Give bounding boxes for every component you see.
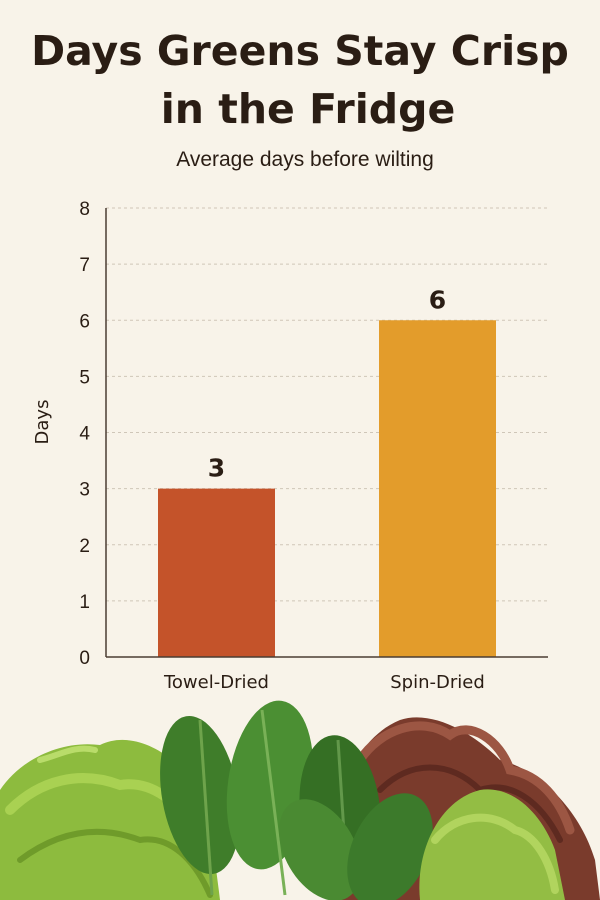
y-tick-label-8: 8 — [79, 199, 90, 220]
bar-spin-dried — [379, 320, 496, 657]
y-tick-label-6: 6 — [79, 311, 90, 332]
green-leaf-lettuce-right-icon — [419, 789, 565, 900]
y-tick-label-0: 0 — [79, 648, 90, 669]
y-tick-label-5: 5 — [79, 367, 90, 388]
data-label-spin-dried: 6 — [429, 285, 446, 314]
chart-title-line-1: Days Greens Stay Crisp — [31, 27, 569, 75]
y-tick-label-4: 4 — [79, 424, 90, 445]
bar-chart: Days Greens Stay Crisp in the Fridge Ave… — [31, 27, 569, 693]
category-label-spin-dried: Spin-Dried — [390, 672, 485, 693]
y-tick-label-1: 1 — [79, 592, 90, 613]
bars: 36 — [158, 285, 496, 657]
y-axis-ticks: 0 1 2 3 4 5 6 7 8 — [79, 199, 90, 669]
fresh-lettuce-and-spinach-icon — [0, 700, 600, 900]
y-tick-label-3: 3 — [79, 480, 90, 501]
data-label-towel-dried: 3 — [208, 454, 225, 483]
y-tick-label-2: 2 — [79, 536, 90, 557]
chart-title-line-2: in the Fridge — [161, 85, 456, 133]
y-tick-label-7: 7 — [79, 255, 90, 276]
y-axis-label: Days — [32, 400, 53, 445]
bar-towel-dried — [158, 488, 275, 657]
category-label-towel-dried: Towel-Dried — [163, 672, 269, 693]
spinach-leaves-icon — [160, 700, 433, 900]
chart-subtitle: Average days before wilting — [176, 148, 434, 171]
category-labels: Towel-Dried Spin-Dried — [163, 672, 485, 693]
